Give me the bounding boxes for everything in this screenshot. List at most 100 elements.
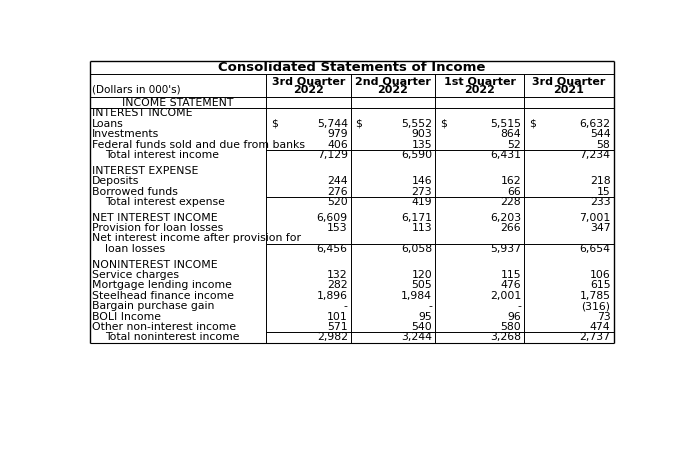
Text: $: $ <box>271 119 278 129</box>
Text: 7,234: 7,234 <box>580 150 611 160</box>
Text: 1,984: 1,984 <box>401 291 432 301</box>
Text: 3,244: 3,244 <box>401 332 432 342</box>
Text: 1,785: 1,785 <box>580 291 611 301</box>
Text: 406: 406 <box>327 140 348 150</box>
Text: 476: 476 <box>501 280 521 291</box>
Text: 153: 153 <box>327 223 348 233</box>
Text: 540: 540 <box>412 322 432 332</box>
Text: 5,515: 5,515 <box>490 119 521 129</box>
Text: 3rd Quarter: 3rd Quarter <box>532 76 606 86</box>
Text: 6,058: 6,058 <box>401 244 432 254</box>
Text: 571: 571 <box>327 322 348 332</box>
Text: 903: 903 <box>412 129 432 139</box>
Text: 15: 15 <box>597 186 611 197</box>
Text: Deposits: Deposits <box>92 176 139 186</box>
Text: 132: 132 <box>327 270 348 280</box>
Text: Consolidated Statements of Income: Consolidated Statements of Income <box>218 61 485 74</box>
Text: 233: 233 <box>590 197 611 207</box>
Text: -: - <box>344 301 348 311</box>
Text: 347: 347 <box>590 223 611 233</box>
Text: 101: 101 <box>327 312 348 322</box>
Text: Total interest income: Total interest income <box>105 150 219 160</box>
Text: 1st Quarter: 1st Quarter <box>444 76 516 86</box>
Text: 244: 244 <box>327 176 348 186</box>
Text: 2,982: 2,982 <box>317 332 348 342</box>
Text: 6,431: 6,431 <box>490 150 521 160</box>
Text: 2,737: 2,737 <box>580 332 611 342</box>
Text: 120: 120 <box>412 270 432 280</box>
Text: 2,001: 2,001 <box>490 291 521 301</box>
Text: Steelhead finance income: Steelhead finance income <box>92 291 234 301</box>
Text: (316): (316) <box>582 301 611 311</box>
Text: 864: 864 <box>501 129 521 139</box>
Text: 6,171: 6,171 <box>401 213 432 223</box>
Text: NET INTEREST INCOME: NET INTEREST INCOME <box>92 213 217 223</box>
Text: Service charges: Service charges <box>92 270 179 280</box>
Text: 135: 135 <box>412 140 432 150</box>
Text: NONINTEREST INCOME: NONINTEREST INCOME <box>92 259 217 270</box>
Text: Bargain purchase gain: Bargain purchase gain <box>92 301 214 311</box>
Text: 7,129: 7,129 <box>317 150 348 160</box>
Text: 1,896: 1,896 <box>317 291 348 301</box>
Text: 106: 106 <box>590 270 611 280</box>
Text: -: - <box>517 301 521 311</box>
Text: BOLI Income: BOLI Income <box>92 312 161 322</box>
Text: Total noninterest income: Total noninterest income <box>105 332 239 342</box>
Text: INTEREST EXPENSE: INTEREST EXPENSE <box>92 166 198 176</box>
Text: Federal funds sold and due from banks: Federal funds sold and due from banks <box>92 140 305 150</box>
Text: 228: 228 <box>501 197 521 207</box>
Text: 273: 273 <box>412 186 432 197</box>
Text: 66: 66 <box>508 186 521 197</box>
Text: $: $ <box>529 119 536 129</box>
Text: 615: 615 <box>590 280 611 291</box>
Text: 2022: 2022 <box>377 86 408 95</box>
Text: 6,456: 6,456 <box>317 244 348 254</box>
Text: $: $ <box>355 119 362 129</box>
Text: 146: 146 <box>412 176 432 186</box>
Text: 979: 979 <box>327 129 348 139</box>
Text: 2nd Quarter: 2nd Quarter <box>355 76 431 86</box>
Text: 6,632: 6,632 <box>580 119 611 129</box>
Text: 266: 266 <box>501 223 521 233</box>
Text: 544: 544 <box>590 129 611 139</box>
Text: 3,268: 3,268 <box>490 332 521 342</box>
Text: 5,937: 5,937 <box>490 244 521 254</box>
Text: 2022: 2022 <box>293 86 324 95</box>
Text: $: $ <box>440 119 447 129</box>
Text: Loans: Loans <box>92 119 123 129</box>
Text: 162: 162 <box>501 176 521 186</box>
Text: 7,001: 7,001 <box>579 213 611 223</box>
Text: 96: 96 <box>508 312 521 322</box>
Text: 218: 218 <box>590 176 611 186</box>
Text: 113: 113 <box>412 223 432 233</box>
Text: Net interest income after provision for: Net interest income after provision for <box>92 233 301 244</box>
Text: 505: 505 <box>412 280 432 291</box>
Text: -: - <box>428 301 432 311</box>
Text: (Dollars in 000's): (Dollars in 000's) <box>92 84 180 94</box>
Text: 6,654: 6,654 <box>580 244 611 254</box>
Text: 419: 419 <box>412 197 432 207</box>
Text: 6,609: 6,609 <box>316 213 348 223</box>
Text: 2022: 2022 <box>464 86 495 95</box>
Text: 52: 52 <box>508 140 521 150</box>
Text: Investments: Investments <box>92 129 159 139</box>
Text: Provision for loan losses: Provision for loan losses <box>92 223 223 233</box>
Text: 6,203: 6,203 <box>490 213 521 223</box>
Text: 58: 58 <box>597 140 611 150</box>
Text: 2021: 2021 <box>554 86 584 95</box>
Text: 5,552: 5,552 <box>401 119 432 129</box>
Text: Borrowed funds: Borrowed funds <box>92 186 178 197</box>
Text: Mortgage lending income: Mortgage lending income <box>92 280 232 291</box>
Text: 3rd Quarter: 3rd Quarter <box>272 76 345 86</box>
Text: Other non-interest income: Other non-interest income <box>92 322 236 332</box>
Text: 73: 73 <box>597 312 611 322</box>
Text: 282: 282 <box>327 280 348 291</box>
Text: 474: 474 <box>590 322 611 332</box>
Text: INTEREST INCOME: INTEREST INCOME <box>92 108 193 119</box>
Text: 95: 95 <box>418 312 432 322</box>
Text: 115: 115 <box>501 270 521 280</box>
Text: 520: 520 <box>327 197 348 207</box>
Text: INCOME STATEMENT: INCOME STATEMENT <box>122 98 234 108</box>
Text: Total interest expense: Total interest expense <box>105 197 225 207</box>
Text: 580: 580 <box>501 322 521 332</box>
